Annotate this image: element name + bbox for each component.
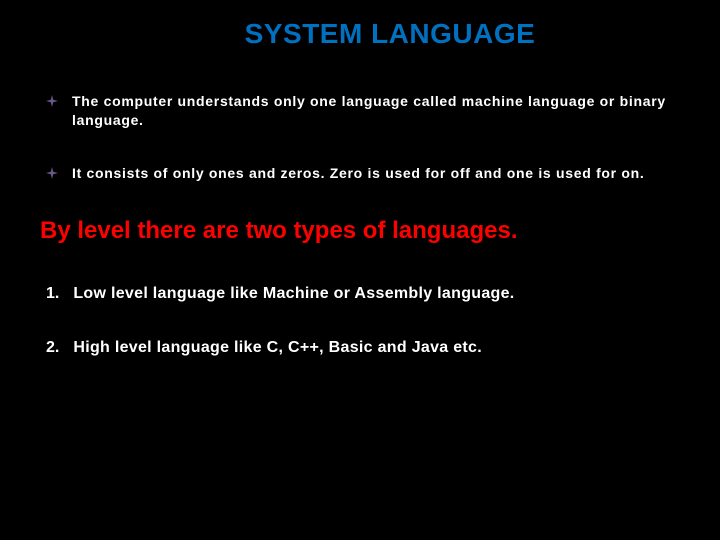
numbered-text: High level language like C, C++, Basic a… [73, 339, 482, 357]
bullet-text: It consists of only ones and zeros. Zero… [72, 164, 645, 183]
bullet-item: It consists of only ones and zeros. Zero… [40, 164, 680, 183]
slide-subtitle: By level there are two types of language… [40, 217, 680, 245]
diamond-icon [46, 94, 58, 106]
numbered-index: 1. [46, 285, 59, 303]
numbered-index: 2. [46, 339, 59, 357]
numbered-text: Low level language like Machine or Assem… [73, 285, 514, 303]
slide-title: SYSTEM LANGUAGE [100, 18, 680, 50]
diamond-icon [46, 166, 58, 178]
numbered-item: 1. Low level language like Machine or As… [40, 285, 680, 303]
bullet-item: The computer understands only one langua… [40, 92, 680, 130]
numbered-item: 2. High level language like C, C++, Basi… [40, 339, 680, 357]
bullet-text: The computer understands only one langua… [72, 92, 680, 130]
